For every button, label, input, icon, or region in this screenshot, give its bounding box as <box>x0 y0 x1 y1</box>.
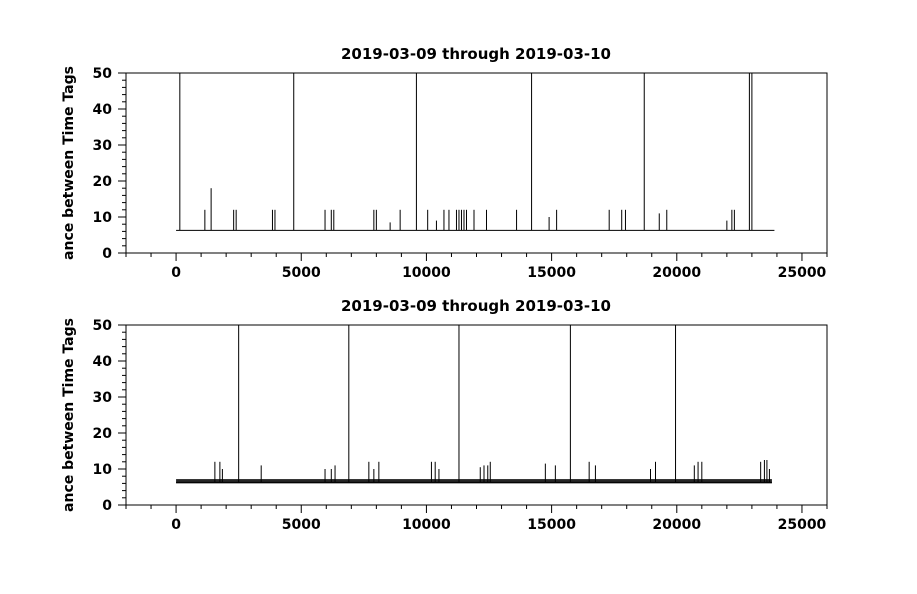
y-axis-label-2: ance between Time Tags <box>61 318 77 512</box>
y-tick-label-1-2: 10 <box>93 210 113 226</box>
y-tick-label-2-1: 0 <box>102 498 112 514</box>
chart-title-1: 2019-03-09 through 2019-03-10 <box>341 45 611 63</box>
x-tick-label-2-3: 10000 <box>402 517 451 533</box>
chart-title-2: 2019-03-09 through 2019-03-10 <box>341 297 611 315</box>
axes-1: 0 5000 10000 15000 20000 25000 0 10 20 30 40 50 <box>93 66 828 281</box>
plot-area-1 <box>176 73 775 231</box>
x-tick-label-2-5: 20000 <box>652 517 701 533</box>
x-tick-label-1-5: 20000 <box>652 265 701 281</box>
y-tick-label-1-4: 30 <box>93 138 113 154</box>
x-tick-label-2-1: 0 <box>171 517 181 533</box>
chart-panel-2: 2019-03-09 through 2019-03-10 ance betwe… <box>61 297 828 533</box>
y-tick-label-2-4: 30 <box>93 390 113 406</box>
plot-frame-2 <box>125 324 828 506</box>
chart-panel-1: 2019-03-09 through 2019-03-10 ance betwe… <box>61 45 828 281</box>
x-tick-label-2-4: 15000 <box>527 517 576 533</box>
x-tick-label-1-2: 5000 <box>282 265 321 281</box>
plot-frame-1 <box>125 72 828 254</box>
x-tick-label-2-2: 5000 <box>282 517 321 533</box>
x-tick-label-2-6: 25000 <box>778 517 827 533</box>
x-tick-label-1-4: 15000 <box>527 265 576 281</box>
y-tick-label-2-2: 10 <box>93 462 113 478</box>
x-tick-label-1-6: 25000 <box>778 265 827 281</box>
y-tick-label-1-3: 20 <box>93 174 113 190</box>
noise-band-2 <box>176 479 772 484</box>
plot-area-2 <box>176 325 772 484</box>
y-tick-label-2-6: 50 <box>93 318 113 334</box>
y-tick-label-2-5: 40 <box>93 354 113 370</box>
y-axis-label-1: ance between Time Tags <box>61 66 77 260</box>
y-tick-label-1-5: 40 <box>93 102 113 118</box>
axes-2: 0 5000 10000 15000 20000 25000 0 10 20 30 40 50 <box>93 318 828 533</box>
y-tick-label-1-6: 50 <box>93 66 113 82</box>
y-tick-label-2-3: 20 <box>93 426 113 442</box>
y-tick-label-1-1: 0 <box>102 246 112 262</box>
x-tick-label-1-3: 10000 <box>402 265 451 281</box>
x-tick-label-1-1: 0 <box>171 265 181 281</box>
